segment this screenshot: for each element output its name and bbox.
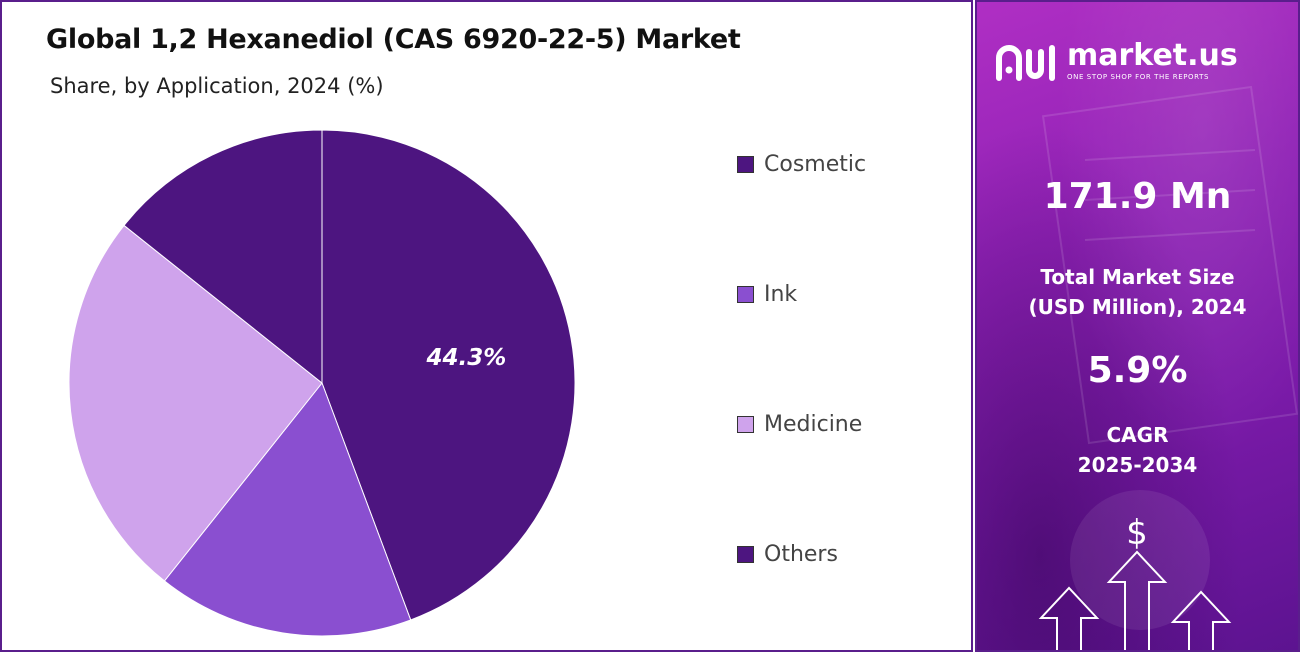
legend-item-medicine: Medicine [737,412,862,437]
dollar-growth-arrows-icon: $ [1038,513,1232,652]
legend-label: Others [764,542,838,567]
legend-label: Ink [764,282,798,307]
legend-swatch [737,286,754,303]
legend-label: Medicine [764,412,863,437]
logo-text: market.us [1067,38,1238,73]
svg-text:$: $ [1126,513,1148,553]
legend-label: Cosmetic [764,152,867,177]
chart-title: Global 1,2 Hexanediol (CAS 6920-22-5) Ma… [46,24,741,55]
cagr-value: 5.9% [1087,350,1188,391]
market-size-label-line2: (USD Million), 2024 [1028,295,1247,319]
legend-swatch [737,416,754,433]
market-size-value: 171.9 Mn [1043,176,1232,217]
cagr-label: CAGR [1106,423,1169,447]
legend-swatch [737,156,754,173]
chart-subtitle: Share, by Application, 2024 (%) [50,74,384,98]
legend-item-cosmetic: Cosmetic [737,152,866,177]
pie-slice-ink [163,381,412,637]
summary-panel: market.us ONE STOP SHOP FOR THE REPORTS … [975,0,1300,652]
pie-chart: 44.3% [68,129,576,637]
pie-slice-cosmetic [321,129,576,621]
pie-data-label-cosmetic: 44.3% [425,345,506,371]
market-us-logo: market.us ONE STOP SHOP FOR THE REPORTS [995,40,1238,82]
logo-tagline: ONE STOP SHOP FOR THE REPORTS [1067,73,1210,81]
chart-panel: Global 1,2 Hexanediol (CAS 6920-22-5) Ma… [0,0,973,652]
legend-item-others: Others [737,542,838,567]
legend-swatch [737,546,754,563]
pie-slice-medicine [68,224,323,582]
pie-slice-others [123,129,323,385]
legend-item-ink: Ink [737,282,797,307]
market-us-logo-icon [996,45,1055,81]
background-decoration [1041,85,1299,630]
cagr-period: 2025-2034 [1077,453,1198,477]
market-size-label-line1: Total Market Size [1040,265,1235,289]
